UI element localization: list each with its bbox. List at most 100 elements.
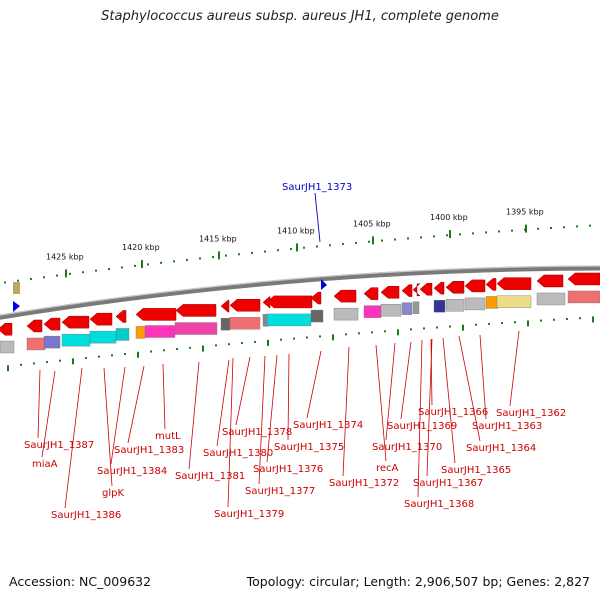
ruler-dot bbox=[342, 243, 344, 246]
gene-label[interactable]: SaurJH1_1387 bbox=[24, 440, 94, 451]
gene-block bbox=[89, 330, 117, 344]
gene-label[interactable]: SaurJH1_1364 bbox=[466, 443, 536, 454]
leader-line bbox=[64, 367, 83, 509]
gene-label[interactable]: SaurJH1_1363 bbox=[472, 421, 542, 432]
gene-label[interactable]: SaurJH1_1379 bbox=[214, 509, 284, 520]
gene-arrows[interactable] bbox=[0, 272, 600, 336]
gene-arrow[interactable] bbox=[229, 299, 261, 312]
leader-line bbox=[385, 342, 396, 441]
lower-dot bbox=[163, 349, 165, 352]
lower-dot bbox=[436, 326, 438, 329]
gene-block bbox=[496, 295, 532, 308]
gene-arrow[interactable] bbox=[310, 291, 322, 305]
gene-arrow[interactable] bbox=[26, 319, 43, 333]
gene-arrow[interactable] bbox=[536, 274, 564, 288]
gene-label[interactable]: SaurJH1_1368 bbox=[404, 499, 474, 510]
gene-label[interactable]: SaurJH1_1381 bbox=[175, 471, 245, 482]
gene-label[interactable]: SaurJH1_1370 bbox=[372, 442, 442, 453]
leader-line bbox=[430, 338, 433, 406]
gene-arrow[interactable] bbox=[43, 317, 61, 331]
gene-arrow[interactable] bbox=[380, 286, 400, 299]
ruler-dot bbox=[303, 246, 305, 249]
lower-dot bbox=[124, 353, 126, 356]
ruler-dot bbox=[147, 263, 149, 266]
lower-dot bbox=[228, 343, 230, 346]
gene-label[interactable]: recA bbox=[376, 463, 399, 474]
ruler-dot bbox=[134, 264, 136, 267]
gene-arrow[interactable] bbox=[363, 287, 379, 300]
leader-line bbox=[110, 366, 126, 465]
gene-label[interactable]: SaurJH1_1375 bbox=[274, 442, 344, 453]
ruler-dot bbox=[251, 251, 253, 254]
gene-label[interactable]: SaurJH1_1384 bbox=[97, 466, 167, 477]
tick-label: 1400 kbp bbox=[430, 213, 468, 222]
gene-arrow[interactable] bbox=[61, 315, 90, 329]
ruler-tick bbox=[218, 251, 220, 260]
gene-block bbox=[229, 317, 261, 330]
leader-line bbox=[41, 370, 56, 458]
gene-arrow[interactable] bbox=[419, 282, 433, 296]
gene-label[interactable]: SaurJH1_1362 bbox=[496, 408, 566, 419]
ruler-dot bbox=[121, 266, 123, 269]
gene-arrow[interactable] bbox=[412, 283, 421, 297]
leader-line bbox=[342, 346, 350, 477]
gene-label[interactable]: SaurJH1_1377 bbox=[245, 486, 315, 497]
tick-label: 1410 kbp bbox=[277, 226, 315, 235]
ruler-dot bbox=[56, 274, 58, 277]
tick-label: 1420 kbp bbox=[122, 243, 160, 252]
gene-arrow[interactable] bbox=[485, 278, 497, 291]
gene-labels[interactable]: SaurJH1_1387 miaA SaurJH1_1386 glpK SaurJH1_… bbox=[24, 407, 566, 521]
gene-label[interactable]: SaurJH1_1380 bbox=[203, 448, 273, 459]
gene-label[interactable]: SaurJH1_1378 bbox=[222, 427, 292, 438]
lower-dot bbox=[579, 317, 581, 320]
leader-line bbox=[103, 367, 113, 487]
gene-arrow[interactable] bbox=[401, 284, 413, 297]
gene-arrow[interactable] bbox=[135, 308, 177, 321]
ruler-dot bbox=[537, 227, 539, 230]
gene-arrow[interactable] bbox=[115, 310, 127, 323]
leader-line bbox=[188, 361, 200, 470]
gene-label[interactable]: SaurJH1_1383 bbox=[114, 445, 184, 456]
ruler-dot bbox=[420, 236, 422, 239]
lower-dot bbox=[150, 350, 152, 353]
highlight-label[interactable]: SaurJH1_1373 bbox=[282, 182, 352, 193]
gene-label[interactable]: SaurJH1_1386 bbox=[51, 510, 121, 521]
gene-arrow[interactable] bbox=[89, 312, 113, 326]
gene-label[interactable]: miaA bbox=[32, 459, 58, 470]
gene-arrow[interactable] bbox=[333, 289, 357, 303]
gene-label[interactable]: SaurJH1_1369 bbox=[387, 421, 457, 432]
gene-arrow[interactable] bbox=[445, 281, 465, 294]
gene-block bbox=[220, 317, 231, 331]
gene-label[interactable]: SaurJH1_1366 bbox=[418, 407, 488, 418]
leader-line bbox=[216, 359, 230, 447]
gene-arrow[interactable] bbox=[266, 295, 313, 309]
gene-arrow[interactable] bbox=[433, 281, 445, 295]
gene-arrow[interactable] bbox=[175, 304, 217, 317]
genome-title: Staphylococcus aureus subsp. aureus JH1,… bbox=[101, 9, 499, 24]
highlight-leader bbox=[314, 192, 321, 243]
lower-dot bbox=[293, 337, 295, 340]
gene-label[interactable]: SaurJH1_1367 bbox=[413, 478, 483, 489]
leader-line bbox=[375, 344, 387, 462]
gene-arrow[interactable] bbox=[0, 322, 13, 336]
gene-label[interactable]: SaurJH1_1376 bbox=[253, 464, 323, 475]
ruler-dot bbox=[316, 245, 318, 248]
gene-label[interactable]: SaurJH1_1374 bbox=[293, 420, 363, 431]
tick-label: 1395 kbp bbox=[506, 208, 544, 217]
ruler-dot bbox=[511, 229, 513, 232]
gene-label[interactable]: SaurJH1_1372 bbox=[329, 478, 399, 489]
direction-marker-left bbox=[13, 301, 20, 312]
gene-arrow[interactable] bbox=[567, 272, 600, 286]
gene-label[interactable]: SaurJH1_1365 bbox=[441, 465, 511, 476]
gene-label[interactable]: glpK bbox=[102, 488, 124, 499]
leader-line bbox=[235, 356, 251, 426]
ruler-dot bbox=[225, 254, 227, 257]
leader-line bbox=[479, 334, 487, 420]
gene-arrow[interactable] bbox=[496, 277, 532, 290]
lower-dot bbox=[137, 351, 139, 358]
gene-label[interactable]: mutL bbox=[155, 431, 181, 442]
gene-arrow[interactable] bbox=[464, 279, 486, 293]
gene-block bbox=[433, 299, 446, 313]
ruler-dot bbox=[446, 234, 448, 237]
gene-arrow[interactable] bbox=[220, 299, 230, 313]
